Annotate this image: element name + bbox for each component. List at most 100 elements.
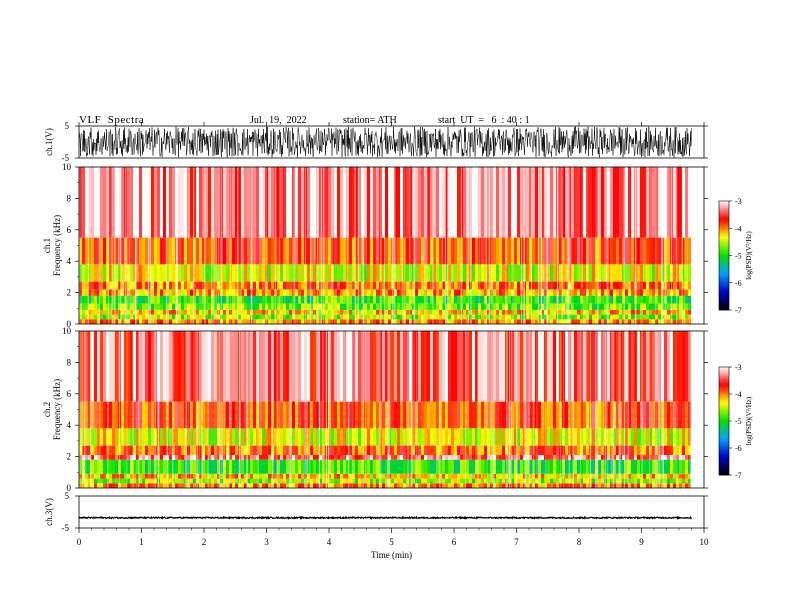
psd-cell [640, 237, 643, 265]
psd-cell [676, 289, 679, 296]
psd-cell [283, 459, 286, 474]
psd-cell [307, 483, 310, 488]
psd-cell [403, 331, 406, 402]
psd-cell [652, 483, 655, 488]
psd-cell [157, 237, 160, 265]
psd-cell [445, 289, 448, 296]
psd-cell [475, 483, 478, 488]
psd-cell [616, 478, 619, 484]
psd-cell [208, 459, 211, 474]
psd-cell [337, 445, 340, 455]
psd-cell [106, 167, 109, 238]
psd-cell [649, 289, 652, 296]
psd-cell [394, 445, 397, 455]
psd-cell [103, 331, 106, 402]
psd-cell [100, 309, 103, 315]
psd-cell [373, 428, 376, 446]
psd-cell [193, 303, 196, 310]
psd-cell [241, 331, 244, 402]
colorbar-swatch [719, 431, 729, 434]
psd-cell [409, 478, 412, 484]
psd-streak [276, 331, 278, 488]
psd-cell [595, 478, 598, 484]
psd-cell [466, 319, 469, 324]
psd-cell [457, 289, 460, 296]
psd-cell [355, 455, 358, 460]
psd-cell [142, 478, 145, 484]
psd-cell [124, 483, 127, 488]
colorbar-swatch [719, 386, 729, 389]
psd-cell [349, 483, 352, 488]
psd-cell [238, 289, 241, 296]
psd-cell [367, 401, 370, 429]
psd-cell [634, 455, 637, 460]
psd-cell [175, 445, 178, 455]
psd-cell [613, 167, 616, 238]
psd-streak [365, 331, 367, 488]
psd-cell [601, 473, 604, 479]
psd-cell [487, 309, 490, 315]
psd-cell [505, 303, 508, 310]
psd-cell [115, 401, 118, 429]
psd-cell [238, 319, 241, 324]
psd-cell [433, 483, 436, 488]
psd-cell [127, 459, 130, 474]
psd-cell [670, 289, 673, 296]
psd-cell [484, 455, 487, 460]
psd-cell [100, 473, 103, 479]
colorbar-swatch [719, 228, 729, 231]
psd-cell [181, 237, 184, 265]
psd-cell [496, 281, 499, 290]
psd-cell [634, 478, 637, 484]
psd-cell [676, 459, 679, 474]
psd-cell [145, 455, 148, 460]
psd-cell [478, 167, 481, 238]
psd-cell [631, 401, 634, 429]
psd-cell [337, 295, 340, 304]
psd-cell [676, 331, 679, 402]
psd-cell [274, 459, 277, 474]
psd-cell [304, 303, 307, 310]
psd-streak [613, 331, 615, 488]
psd-cell [535, 237, 538, 265]
psd-cell [400, 428, 403, 446]
psd-cell [403, 167, 406, 238]
psd-cell [331, 401, 334, 429]
psd-streak [581, 167, 583, 324]
psd-cell [256, 295, 259, 304]
psd-cell [310, 459, 313, 474]
psd-cell [406, 264, 409, 282]
psd-cell [547, 309, 550, 315]
psd-cell [313, 459, 316, 474]
psd-cell [421, 295, 424, 304]
psd-cell [121, 237, 124, 265]
colorbar-swatch [719, 235, 729, 238]
psd-cell [565, 309, 568, 315]
psd-cell [283, 295, 286, 304]
psd-cell [343, 319, 346, 324]
psd-cell [247, 167, 250, 238]
psd-cell [136, 459, 139, 474]
psd-cell [112, 445, 115, 455]
psd-cell [361, 459, 364, 474]
psd-cell [403, 445, 406, 455]
psd-cell [91, 289, 94, 296]
psd-cell [130, 237, 133, 265]
psd-cell [664, 459, 667, 474]
psd-cell [121, 303, 124, 310]
psd-cell [247, 281, 250, 290]
psd-cell [298, 289, 301, 296]
psd-cell [100, 331, 103, 402]
psd-cell [688, 237, 691, 265]
psd-cell [424, 237, 427, 265]
psd-cell [109, 445, 112, 455]
psd-cell [361, 428, 364, 446]
psd-cell [163, 319, 166, 324]
psd-cell [460, 331, 463, 402]
psd-cell [535, 459, 538, 474]
psd-cell [595, 401, 598, 429]
psd-cell [304, 295, 307, 304]
psd-streak [619, 331, 621, 488]
psd-cell [250, 401, 253, 429]
psd-cell [103, 483, 106, 488]
